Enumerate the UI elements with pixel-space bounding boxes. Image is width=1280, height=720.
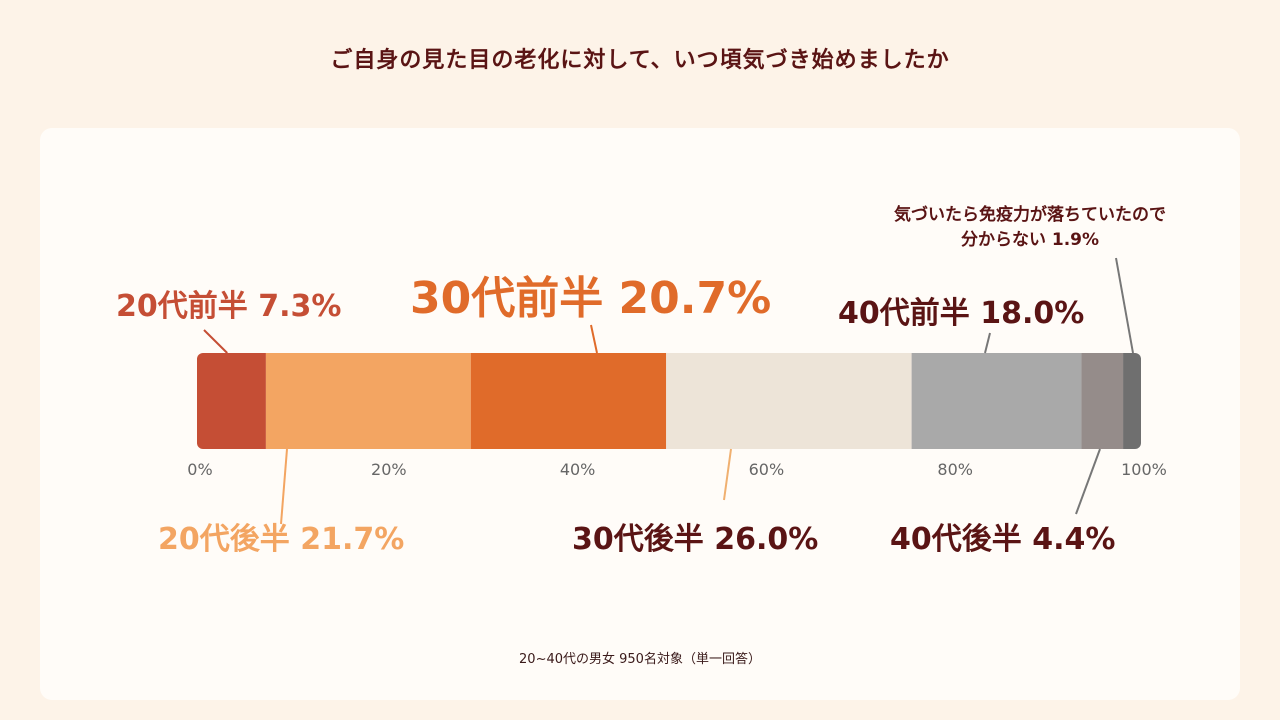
bar-segment-3 (666, 353, 912, 449)
bar-segment-2 (470, 353, 667, 449)
bar-segment-1 (265, 353, 471, 449)
leader-line-3 (723, 448, 732, 501)
series-label-0: 20代前半 7.3% (116, 289, 341, 324)
survey-note: 20~40代の男女 950名対象（単一回答） (519, 652, 761, 667)
leader-line-6 (1115, 257, 1134, 354)
bar-segment-4 (911, 353, 1082, 449)
x-tick-label: 100% (1121, 460, 1167, 479)
leader-line-2 (590, 324, 598, 354)
leader-line-1 (280, 448, 288, 525)
series-label-1: 20代後半 21.7% (158, 522, 404, 557)
series-label-6: 気づいたら免疫力が落ちていたので (893, 204, 1166, 225)
chart-title: ご自身の見た目の老化に対して、いつ頃気づき始めましたか (330, 48, 950, 73)
bar-segment-0 (197, 353, 266, 449)
x-tick-label: 0% (187, 460, 212, 479)
series-label-6: 分からない 1.9% (961, 230, 1099, 250)
x-tick-label: 40% (560, 460, 596, 479)
bar-segment-5 (1081, 353, 1124, 449)
series-label-3: 30代後半 26.0% (572, 522, 818, 557)
series-label-5: 40代後半 4.4% (890, 522, 1115, 557)
leader-line-5 (1075, 448, 1101, 515)
x-tick-label: 80% (937, 460, 973, 479)
leader-line-0 (203, 329, 228, 354)
leader-line-4 (984, 332, 991, 354)
series-label-2: 30代前半 20.7% (410, 273, 771, 324)
series-label-4: 40代前半 18.0% (838, 296, 1084, 331)
x-tick-label: 60% (749, 460, 785, 479)
bar-segment-6 (1123, 353, 1141, 449)
x-tick-label: 20% (371, 460, 407, 479)
